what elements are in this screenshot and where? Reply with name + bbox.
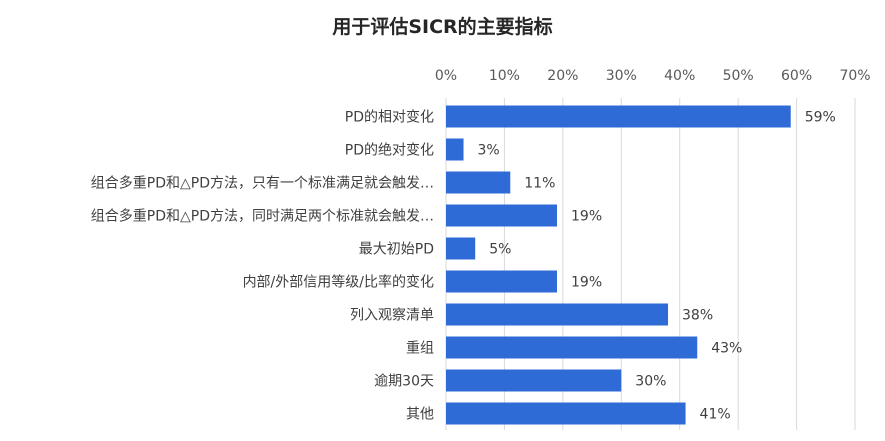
category-label: 其他 [406, 407, 434, 423]
x-tick-label: 20% [547, 68, 578, 84]
data-label: 59% [805, 110, 836, 126]
x-tick-label: 40% [664, 68, 695, 84]
x-tick-label: 10% [489, 68, 520, 84]
data-label: 30% [635, 374, 666, 390]
x-tick-label: 60% [781, 68, 812, 84]
bar [446, 138, 464, 161]
category-label: 逾期30天 [374, 374, 434, 390]
x-tick-label: 0% [435, 68, 457, 84]
chart-title: 用于评估SICR的主要指标 [332, 16, 553, 38]
data-label: 43% [711, 341, 742, 357]
bar [446, 171, 511, 194]
category-label: 最大初始PD [359, 241, 434, 258]
bar [446, 336, 698, 359]
category-label: 内部/外部信用等级/比率的变化 [243, 274, 434, 291]
bar [446, 369, 622, 392]
bar [446, 204, 558, 227]
data-label: 41% [700, 407, 731, 423]
category-label: 组合多重PD和△PD方法，只有一个标准满足就会触发… [91, 175, 434, 192]
x-tick-label: 70% [839, 68, 870, 84]
bar [446, 303, 669, 326]
data-label: 3% [478, 143, 500, 159]
bar [446, 402, 686, 425]
data-label: 19% [571, 275, 602, 291]
data-label: 11% [524, 176, 555, 192]
data-label: 19% [571, 209, 602, 225]
bar [446, 105, 791, 128]
category-label: 重组 [406, 341, 434, 357]
data-label: 38% [682, 308, 713, 324]
category-label: PD的绝对变化 [345, 143, 434, 159]
category-label: 列入观察清单 [350, 307, 434, 324]
x-tick-label: 50% [723, 68, 754, 84]
category-label: PD的相对变化 [345, 110, 434, 126]
data-label: 5% [489, 242, 511, 258]
bar [446, 237, 476, 260]
x-tick-label: 30% [606, 68, 637, 84]
category-label: 组合多重PD和△PD方法，同时满足两个标准就会触发… [91, 208, 434, 225]
bar [446, 270, 558, 293]
